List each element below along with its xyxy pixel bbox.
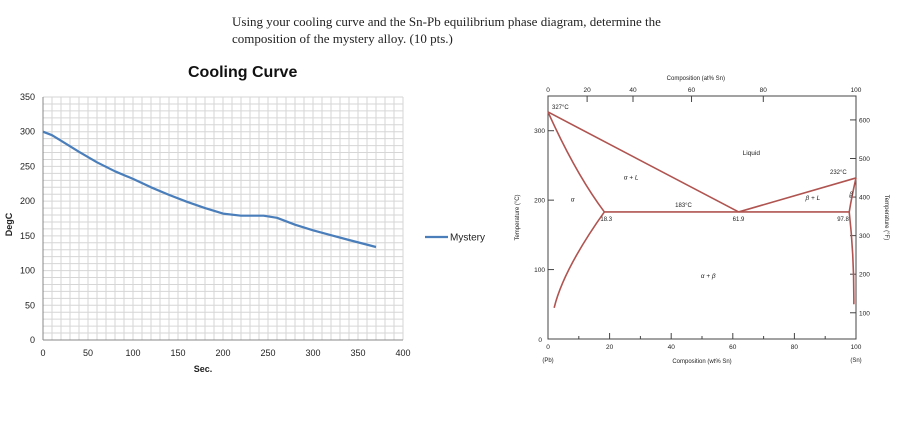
bottom-tick-label: 20 — [606, 344, 614, 351]
bottom-tick-label: 40 — [668, 344, 676, 351]
x-tick-label: 50 — [83, 348, 93, 358]
top-tick-label: 40 — [629, 87, 637, 94]
y-tick-label: 300 — [20, 127, 35, 137]
x-tick-label: 350 — [350, 348, 365, 358]
right-tick-label: 300 — [859, 233, 870, 240]
beta-max-solubility-label: 97.8 — [837, 217, 849, 223]
left-tick-label: 300 — [534, 128, 545, 135]
y-tick-label: 0 — [30, 335, 35, 345]
y-tick-label: 50 — [25, 300, 35, 310]
x-tick-label: 200 — [215, 348, 230, 358]
y-tick-label: 200 — [20, 196, 35, 206]
y-axis-label: DegC — [4, 212, 14, 236]
sn-melting-label: 232°C — [830, 170, 847, 176]
liquid-region-label: Liquid — [743, 150, 761, 157]
cooling-grid — [42, 96, 404, 341]
y-tick-label: 250 — [20, 161, 35, 171]
top-tick-label: 20 — [583, 87, 591, 94]
x-tick-label: 100 — [125, 348, 140, 358]
bottom-tick-label: 100 — [851, 344, 862, 351]
y-tick-label: 100 — [20, 266, 35, 276]
liquidus-alpha-side — [547, 111, 740, 213]
y-tick-label: 150 — [20, 231, 35, 241]
left-tick-label: 200 — [534, 198, 545, 205]
x-tick-label: 250 — [260, 348, 275, 358]
bottom-tick-label: 0 — [546, 344, 550, 351]
cooling-curve-title: Cooling Curve — [188, 64, 298, 81]
legend-label: Mystery — [450, 233, 485, 244]
alpha-beta-region-label: α + β — [701, 273, 716, 280]
bottom-axis-label: Composition (wt% Sn) — [672, 359, 731, 365]
liquidus-beta-side — [738, 177, 857, 213]
bottom-tick-label: 60 — [729, 344, 737, 351]
right-axis-label: Temperature (°F) — [883, 195, 889, 240]
right-tick-label: 600 — [859, 117, 870, 124]
left-axis-label: Temperature (°C) — [515, 194, 521, 240]
x-tick-label: 300 — [305, 348, 320, 358]
solidus-beta — [848, 177, 857, 213]
solidus-alpha — [547, 111, 606, 213]
top-axis-label: Composition (at% Sn) — [667, 76, 725, 82]
sn-endpoint-label: (Sn) — [850, 358, 861, 364]
assignment-question: Using your cooling curve and the Sn-Pb e… — [232, 13, 712, 47]
eutectic-temperature-label: 183°C — [675, 203, 692, 209]
solvus-beta — [848, 211, 855, 305]
alpha-region-label: α — [571, 197, 575, 204]
x-axis-label: Sec. — [194, 364, 213, 374]
diagram-frame — [547, 95, 857, 340]
top-tick-label: 80 — [760, 87, 768, 94]
right-tick-label: 400 — [859, 195, 870, 202]
x-tick-label: 150 — [170, 348, 185, 358]
beta-region-label: β — [848, 192, 853, 198]
solvus-alpha — [553, 211, 606, 308]
origin-temp-label: 0 — [538, 337, 542, 344]
x-tick-label: 400 — [395, 348, 410, 358]
alpha-max-solubility-label: 18.3 — [600, 217, 612, 223]
beta-liquid-region-label: β + L — [805, 195, 821, 202]
top-tick-label: 0 — [546, 87, 550, 94]
eutectic-composition-label: 61.9 — [733, 217, 745, 223]
right-tick-label: 500 — [859, 156, 870, 163]
question-line-1: Using your cooling curve and the Sn-Pb e… — [232, 14, 661, 29]
series-line-mystery — [42, 130, 377, 249]
x-tick-label: 0 — [40, 348, 45, 358]
question-line-2: composition of the mystery alloy. (10 pt… — [232, 31, 453, 46]
top-tick-label: 100 — [851, 87, 862, 94]
y-tick-label: 350 — [20, 92, 35, 102]
bottom-tick-label: 80 — [791, 344, 799, 351]
pb-melting-label: 327°C — [552, 105, 569, 111]
alpha-liquid-region-label: α + L — [624, 174, 639, 181]
pb-endpoint-label: (Pb) — [542, 358, 553, 364]
top-tick-label: 60 — [688, 87, 696, 94]
right-tick-label: 200 — [859, 272, 870, 279]
right-tick-label: 100 — [859, 310, 870, 317]
cooling-curve-chart: 0 50 100 150 200 250 300 350 400 0 50 100 150 200 250 3… — [4, 92, 485, 374]
left-tick-label: 100 — [534, 267, 545, 274]
